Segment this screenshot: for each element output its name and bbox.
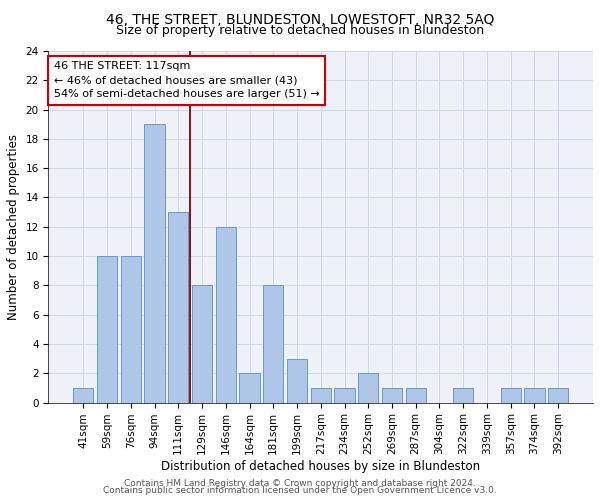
Bar xyxy=(192,286,212,403)
Text: Size of property relative to detached houses in Blundeston: Size of property relative to detached ho… xyxy=(116,24,484,37)
Bar xyxy=(121,256,141,402)
X-axis label: Distribution of detached houses by size in Blundeston: Distribution of detached houses by size … xyxy=(161,460,481,473)
Bar xyxy=(287,358,307,403)
Text: 46, THE STREET, BLUNDESTON, LOWESTOFT, NR32 5AQ: 46, THE STREET, BLUNDESTON, LOWESTOFT, N… xyxy=(106,12,494,26)
Text: Contains HM Land Registry data © Crown copyright and database right 2024.: Contains HM Land Registry data © Crown c… xyxy=(124,478,476,488)
Bar xyxy=(453,388,473,402)
Y-axis label: Number of detached properties: Number of detached properties xyxy=(7,134,20,320)
Bar xyxy=(311,388,331,402)
Bar xyxy=(145,124,164,402)
Bar xyxy=(406,388,426,402)
Bar xyxy=(548,388,568,402)
Bar xyxy=(524,388,545,402)
Bar xyxy=(215,227,236,402)
Text: 46 THE STREET: 117sqm
← 46% of detached houses are smaller (43)
54% of semi-deta: 46 THE STREET: 117sqm ← 46% of detached … xyxy=(54,62,320,100)
Bar xyxy=(73,388,94,402)
Bar xyxy=(97,256,117,402)
Bar xyxy=(358,374,379,402)
Bar xyxy=(334,388,355,402)
Bar xyxy=(263,286,283,403)
Bar xyxy=(500,388,521,402)
Text: Contains public sector information licensed under the Open Government Licence v3: Contains public sector information licen… xyxy=(103,486,497,495)
Bar xyxy=(168,212,188,402)
Bar xyxy=(382,388,402,402)
Bar xyxy=(239,374,260,402)
